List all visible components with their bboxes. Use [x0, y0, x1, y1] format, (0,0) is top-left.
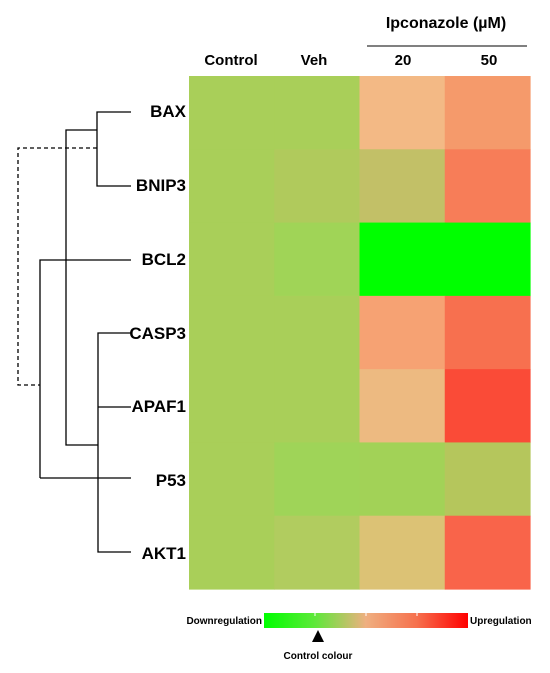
column-header-50: 50 — [481, 52, 498, 69]
column-header-control: Control — [204, 52, 257, 69]
row-label-apaf1: APAF1 — [132, 397, 186, 416]
row-label-bax: BAX — [150, 102, 187, 121]
row-label-bcl2: BCL2 — [142, 250, 186, 269]
heatmap-cell-akt1-control — [189, 515, 275, 590]
row-label-casp3: CASP3 — [129, 324, 186, 343]
heatmap-cell-bax-50 — [444, 76, 531, 150]
heatmap-cell-bcl2-veh — [274, 222, 361, 297]
dendrogram-link-dashed — [17, 147, 97, 386]
colorbar-center-label: Control colour — [284, 651, 353, 662]
heatmap-cell-apaf1-20 — [359, 369, 446, 444]
heatmap-cell-casp3-control — [189, 295, 275, 370]
heatmap-cell-apaf1-veh — [274, 369, 361, 444]
heatmap-cell-p53-control — [189, 442, 275, 517]
dendrogram-link-bcl2 — [39, 259, 131, 478]
heatmap-cell-p53-veh — [274, 442, 361, 517]
dendrogram-link-bax-bnip3 — [96, 111, 131, 187]
heatmap-cell-bcl2-50 — [444, 222, 531, 297]
heatmap-cell-akt1-50 — [444, 515, 531, 590]
heatmap-cell-bnip3-control — [189, 149, 275, 224]
heatmap-cell-p53-20 — [359, 442, 446, 517]
dendrogram — [17, 111, 131, 553]
heatmap-cell-casp3-20 — [359, 295, 446, 370]
control-colour-marker-icon — [312, 630, 324, 642]
heatmap-cell-bnip3-20 — [359, 149, 446, 224]
heatmap-cell-casp3-50 — [444, 295, 531, 370]
colorbar-ticks — [314, 613, 418, 616]
dendrogram-link-bax-casp3 — [65, 129, 98, 446]
heatmap-cell-casp3-veh — [274, 295, 361, 370]
dendrogram-link-casp3-apaf1-akt1 — [97, 332, 131, 553]
heatmap-cells — [189, 76, 531, 590]
colorbar-legend: Downregulation Upregulation Control colo… — [186, 613, 532, 662]
heatmap-cell-p53-50 — [444, 442, 531, 517]
heatmap-cell-bnip3-50 — [444, 149, 531, 224]
heatmap-cell-akt1-veh — [274, 515, 361, 590]
row-label-bnip3: BNIP3 — [136, 176, 186, 195]
column-group-label: Ipconazole (µM) — [386, 15, 506, 32]
colorbar — [264, 613, 468, 628]
heatmap-cell-bcl2-control — [189, 222, 275, 297]
heatmap-cell-apaf1-50 — [444, 369, 531, 444]
heatmap-cell-apaf1-control — [189, 369, 275, 444]
heatmap-cell-bnip3-veh — [274, 149, 361, 224]
heatmap-cell-bcl2-20 — [359, 222, 446, 297]
row-label-p53: P53 — [156, 471, 186, 490]
heatmap-cell-bax-veh — [274, 76, 361, 150]
row-label-akt1: AKT1 — [142, 544, 186, 563]
column-header-20: 20 — [395, 52, 412, 69]
colorbar-low-label: Downregulation — [186, 616, 262, 627]
heatmap-cell-bax-20 — [359, 76, 446, 150]
column-header-veh: Veh — [301, 52, 328, 69]
heatmap-cell-akt1-20 — [359, 515, 446, 590]
colorbar-high-label: Upregulation — [470, 616, 532, 627]
heatmap-cell-bax-control — [189, 76, 275, 150]
